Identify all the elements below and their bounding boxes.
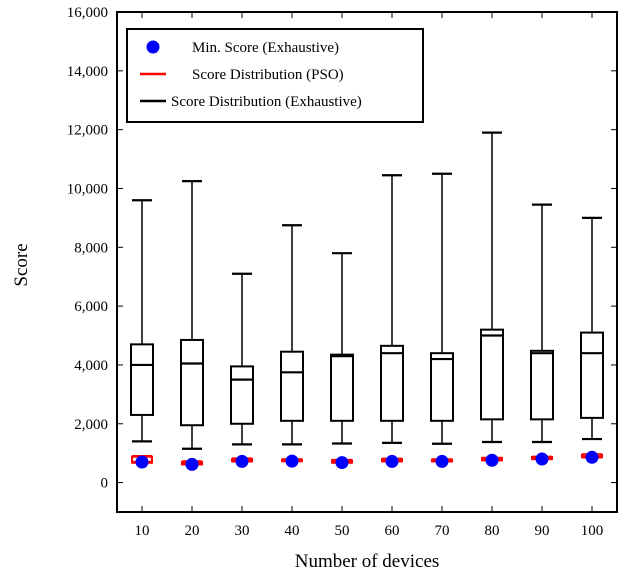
exhaustive-box-100-iqr-box	[580, 331, 604, 419]
y-tick-label: 6,000	[74, 299, 108, 315]
exhaustive-box-30-iqr-box	[230, 365, 254, 425]
legend: Min. Score (Exhaustive) Score Distributi…	[126, 28, 424, 123]
min-score-point-60	[385, 454, 399, 468]
y-tick-label: 2,000	[74, 417, 108, 433]
exhaustive-box-20	[180, 180, 204, 450]
min-score-point-40	[285, 454, 299, 468]
x-tick-label: 60	[385, 523, 400, 539]
y-tick-label: 8,000	[74, 240, 108, 256]
legend-label-pso: Score Distribution (PSO)	[192, 67, 344, 83]
exhaustive-box-100	[580, 216, 604, 441]
min-score-point-90	[535, 452, 549, 466]
exhaustive-box-10	[130, 199, 154, 443]
exhaustive-box-80-iqr-box	[480, 328, 504, 421]
exhaustive-box-20-iqr-box	[180, 338, 204, 427]
legend-label-exhaustive: Score Distribution (Exhaustive)	[171, 94, 362, 110]
x-tick-label: 20	[185, 523, 200, 539]
plot-layer	[130, 131, 604, 471]
y-tick-label: 4,000	[74, 358, 108, 374]
min-score-point-100	[585, 450, 599, 464]
y-tick-label: 14,000	[67, 64, 108, 80]
min-score-point-20	[185, 457, 199, 471]
min-score-point-30	[235, 454, 249, 468]
axis-layer: Number of devices Score 0 2,000 4,000 6,000…	[11, 5, 618, 572]
min-score-point-50	[335, 456, 349, 470]
min-score-point-80	[485, 453, 499, 467]
x-tick-label: 40	[285, 523, 300, 539]
exhaustive-box-50	[330, 252, 354, 445]
exhaustive-box-10-iqr-box	[130, 343, 154, 416]
exhaustive-box-90	[530, 203, 554, 444]
exhaustive-box-70	[430, 172, 454, 445]
exhaustive-box-90-iqr-box	[530, 349, 554, 421]
x-axis-title: Number of devices	[295, 551, 440, 572]
x-tick-label: 90	[535, 523, 550, 539]
legend-marker-min-score	[146, 40, 160, 54]
y-tick-label: 0	[101, 476, 109, 492]
exhaustive-box-80	[480, 131, 504, 444]
y-tick-label: 16,000	[67, 5, 108, 21]
plot-frame	[116, 11, 618, 513]
exhaustive-box-40-iqr-box	[280, 350, 304, 422]
y-tick-label: 12,000	[67, 123, 108, 139]
exhaustive-box-50-iqr-box	[330, 353, 354, 422]
y-tick-label: 10,000	[67, 181, 108, 197]
min-score-point-10	[135, 455, 149, 469]
y-axis-title: Score	[11, 243, 32, 286]
exhaustive-box-30	[230, 272, 254, 446]
legend-box	[126, 28, 424, 123]
x-tick-label: 30	[235, 523, 250, 539]
x-tick-label: 80	[485, 523, 500, 539]
x-tick-label: 50	[335, 523, 350, 539]
exhaustive-box-60	[380, 174, 404, 444]
legend-label-min-score: Min. Score (Exhaustive)	[192, 40, 339, 56]
exhaustive-box-70-iqr-box	[430, 352, 454, 422]
x-tick-label: 10	[135, 523, 150, 539]
x-tick-label: 70	[435, 523, 450, 539]
x-tick-label: 100	[581, 523, 604, 539]
exhaustive-box-60-iqr-box	[380, 344, 404, 422]
exhaustive-box-40	[280, 224, 304, 446]
min-score-point-70	[435, 454, 449, 468]
